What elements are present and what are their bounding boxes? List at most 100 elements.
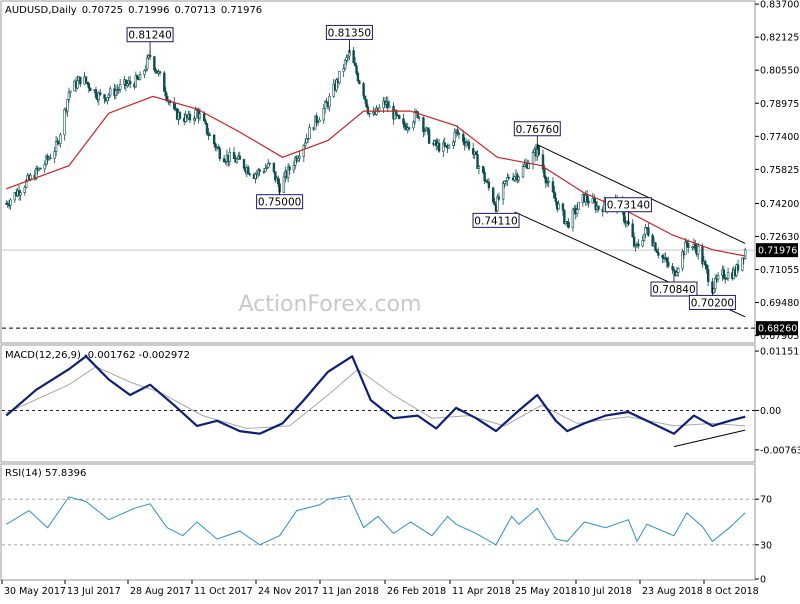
candle	[507, 174, 511, 180]
callout-box	[325, 24, 373, 40]
candle-body	[484, 180, 488, 183]
candle-body	[497, 196, 501, 200]
candle	[474, 150, 478, 156]
candle	[353, 57, 357, 67]
candle	[338, 70, 341, 85]
candle	[661, 254, 664, 264]
candle-body	[117, 89, 120, 91]
candle	[44, 154, 48, 168]
candle-body	[705, 264, 708, 270]
candle	[696, 242, 700, 260]
candle	[358, 79, 361, 85]
rsi-y-axis: 70 30 0	[2, 495, 772, 586]
candle-body	[501, 183, 505, 200]
candle	[413, 108, 417, 126]
candle-body	[106, 97, 109, 102]
candle-body	[308, 127, 311, 140]
candle-body	[681, 251, 684, 269]
candle	[126, 79, 129, 88]
candle-body	[29, 174, 32, 180]
candle-body	[254, 174, 257, 179]
candle	[308, 123, 311, 140]
candle-body	[594, 201, 597, 210]
candle-body	[103, 94, 106, 99]
candle-body	[84, 76, 88, 83]
candle-body	[315, 115, 318, 123]
candle-body	[255, 172, 259, 175]
candle-body	[593, 198, 596, 203]
candle-body	[467, 141, 471, 149]
candle-body	[34, 167, 38, 180]
candle-body	[657, 252, 660, 256]
candle	[551, 177, 555, 194]
candle	[477, 164, 481, 175]
candle	[567, 218, 570, 229]
candle	[84, 76, 88, 84]
timeframe-text: Daily	[51, 5, 76, 16]
candle	[103, 94, 106, 104]
candle-body	[163, 72, 166, 92]
candle	[19, 189, 22, 201]
candle	[403, 120, 407, 131]
candle	[398, 114, 401, 120]
candle	[657, 247, 660, 259]
candle-body	[322, 108, 325, 121]
candle	[644, 224, 647, 239]
candle	[594, 198, 597, 213]
candle-body	[143, 70, 146, 75]
candle	[681, 248, 684, 272]
candle-body	[398, 115, 401, 119]
candle-body	[647, 227, 650, 236]
candle-body	[356, 72, 360, 82]
candle-body	[712, 288, 716, 294]
candle	[517, 176, 520, 183]
candle	[292, 160, 296, 174]
candle	[521, 163, 525, 179]
candle-body	[553, 191, 556, 199]
candle-body	[517, 176, 520, 181]
candle-body	[684, 241, 687, 255]
candle-body	[13, 192, 17, 201]
candle	[59, 132, 62, 148]
candle-body	[173, 102, 176, 110]
candle-body	[442, 142, 445, 152]
candle	[422, 116, 425, 138]
candle-body	[192, 117, 196, 121]
candle-body	[86, 81, 89, 84]
candle	[107, 92, 110, 101]
rsi-ytick-label: 70	[760, 495, 772, 506]
candle	[128, 75, 132, 89]
candle	[302, 144, 306, 163]
candle-body	[146, 57, 149, 70]
candle	[345, 54, 348, 66]
candle	[481, 165, 485, 175]
candle	[49, 153, 52, 160]
candle	[363, 95, 367, 104]
candle	[163, 70, 166, 92]
candle-body	[63, 108, 66, 136]
candle-body	[316, 121, 320, 123]
candle	[346, 54, 350, 63]
candle-body	[345, 57, 348, 61]
macd-title: MACD(12,26,9) -0.001762 -0.002972	[5, 350, 190, 361]
date-axis: 30 May 2017 13 Jul 2017 28 Aug 2017 11 Oct …	[1, 580, 759, 597]
candle	[687, 239, 690, 254]
candle	[286, 162, 290, 183]
candle	[205, 123, 209, 136]
candle-body	[407, 127, 411, 129]
candle	[457, 132, 461, 140]
candle	[222, 154, 226, 163]
candle	[274, 171, 277, 183]
candle-body	[481, 166, 485, 173]
candle-body	[386, 101, 390, 109]
candle	[97, 90, 101, 106]
callout-label: 0.70200	[691, 297, 734, 309]
candle-body	[714, 277, 717, 290]
candle-body	[722, 269, 725, 279]
candle	[506, 173, 509, 187]
price-ytick-label: 0.67905	[760, 331, 799, 342]
candle	[442, 139, 445, 157]
candle	[544, 175, 548, 189]
